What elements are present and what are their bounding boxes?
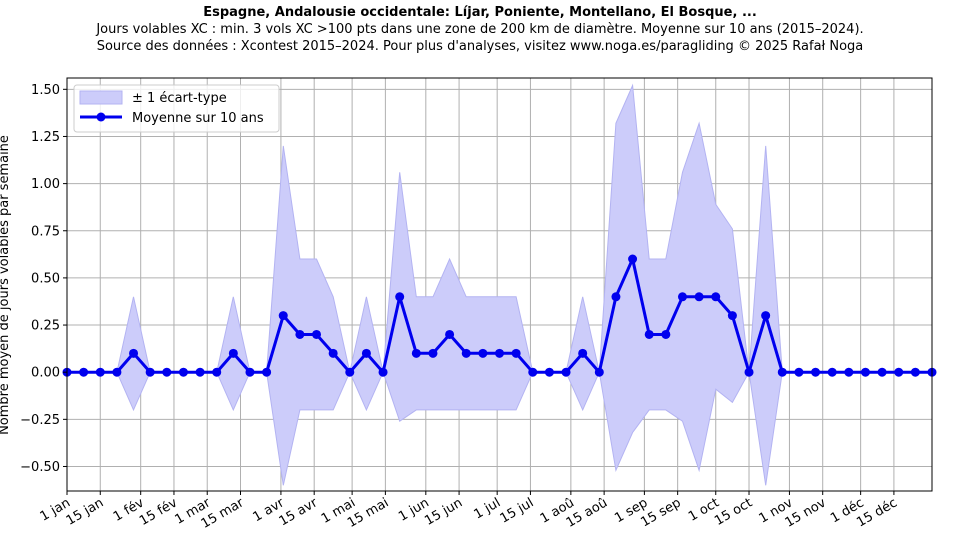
y-tick-label: 0.00: [31, 366, 60, 381]
mean-point: [827, 367, 837, 377]
mean-point: [777, 367, 787, 377]
mean-point: [411, 348, 421, 358]
mean-point: [461, 348, 471, 358]
grid-layer: [66, 78, 932, 491]
y-tick-label: 1.50: [31, 83, 60, 98]
mean-point: [811, 367, 821, 377]
mean-point: [860, 367, 870, 377]
mean-point: [129, 348, 139, 358]
mean-point: [445, 329, 455, 339]
mean-point: [910, 367, 920, 377]
mean-point: [544, 367, 554, 377]
mean-point: [644, 329, 654, 339]
mean-point: [761, 311, 771, 321]
x-tick-label: 1 jul: [472, 495, 504, 522]
legend-band-label: ± 1 écart-type: [132, 91, 227, 106]
mean-point: [877, 367, 887, 377]
plot-frame: [66, 77, 933, 492]
mean-point: [295, 329, 305, 339]
mean-point: [395, 292, 405, 302]
mean-point: [511, 348, 521, 358]
mean-point: [245, 367, 255, 377]
mean-point: [428, 348, 438, 358]
x-tick-label: 15 jun: [422, 495, 465, 528]
y-tick-label: 0.50: [31, 271, 60, 286]
std-band: [67, 83, 932, 486]
legend: ± 1 écart-type Moyenne sur 10 ans: [73, 84, 280, 133]
chart-subtitle-line-1: Jours volables XC : min. 3 vols XC >100 …: [96, 22, 864, 37]
legend-line-label: Moyenne sur 10 ans: [132, 111, 264, 126]
mean-point: [844, 367, 854, 377]
mean-point: [178, 367, 188, 377]
mean-point: [727, 311, 737, 321]
mean-point: [212, 367, 222, 377]
legend-band-swatch: [79, 90, 123, 105]
mean-point: [561, 367, 571, 377]
mean-line-layer: [62, 254, 937, 377]
mean-point: [328, 348, 338, 358]
mean-point: [677, 292, 687, 302]
mean-point: [495, 348, 504, 358]
mean-point: [611, 292, 621, 302]
y-tick-label: −0.50: [20, 460, 60, 475]
mean-point: [661, 329, 671, 339]
mean-point: [195, 367, 205, 377]
y-tick-label: 1.25: [31, 130, 60, 145]
y-tick-label: −0.25: [20, 413, 60, 428]
y-tick-label: 0.25: [31, 319, 60, 334]
mean-point: [312, 329, 322, 339]
plot-area: [67, 78, 932, 491]
std-band-layer: [67, 83, 932, 486]
x-tick-label: 15 jan: [64, 495, 107, 528]
mean-point: [894, 367, 904, 377]
chart-title: Espagne, Andalousie occidentale: Líjar, …: [203, 5, 757, 20]
mean-point: [528, 367, 538, 377]
mean-point: [145, 367, 155, 377]
y-axis-label: Nombre moyen de jours volables par semai…: [0, 135, 12, 435]
mean-point: [378, 367, 388, 377]
mean-point: [478, 348, 488, 358]
mean-point: [112, 367, 122, 377]
y-tick-label: 0.75: [31, 224, 60, 239]
mean-point: [162, 367, 172, 377]
legend-box: [73, 84, 280, 133]
x-tick-label: 15 jul: [498, 495, 537, 526]
mean-point: [578, 348, 588, 358]
mean-point: [794, 367, 804, 377]
mean-point: [345, 367, 355, 377]
legend-line-marker: [96, 112, 106, 122]
mean-point: [262, 367, 272, 377]
title-block: Espagne, Andalousie occidentale: Líjar, …: [0, 4, 960, 55]
mean-point: [228, 348, 238, 358]
mean-point: [278, 311, 288, 321]
x-tick-label: 15 fév: [137, 495, 180, 529]
y-tick-label: 1.00: [31, 177, 60, 192]
chart-subtitle-line-2: Source des données : Xcontest 2015–2024.…: [96, 39, 864, 54]
mean-point: [79, 367, 89, 377]
x-tick-label: 15 avr: [277, 495, 321, 529]
mean-point: [711, 292, 721, 302]
mean-point: [694, 292, 704, 302]
mean-point: [594, 367, 604, 377]
mean-point: [95, 367, 105, 377]
mean-point: [628, 254, 638, 264]
mean-point: [744, 367, 754, 377]
x-tick-label: 15 oct: [712, 495, 755, 528]
mean-point: [361, 348, 371, 358]
